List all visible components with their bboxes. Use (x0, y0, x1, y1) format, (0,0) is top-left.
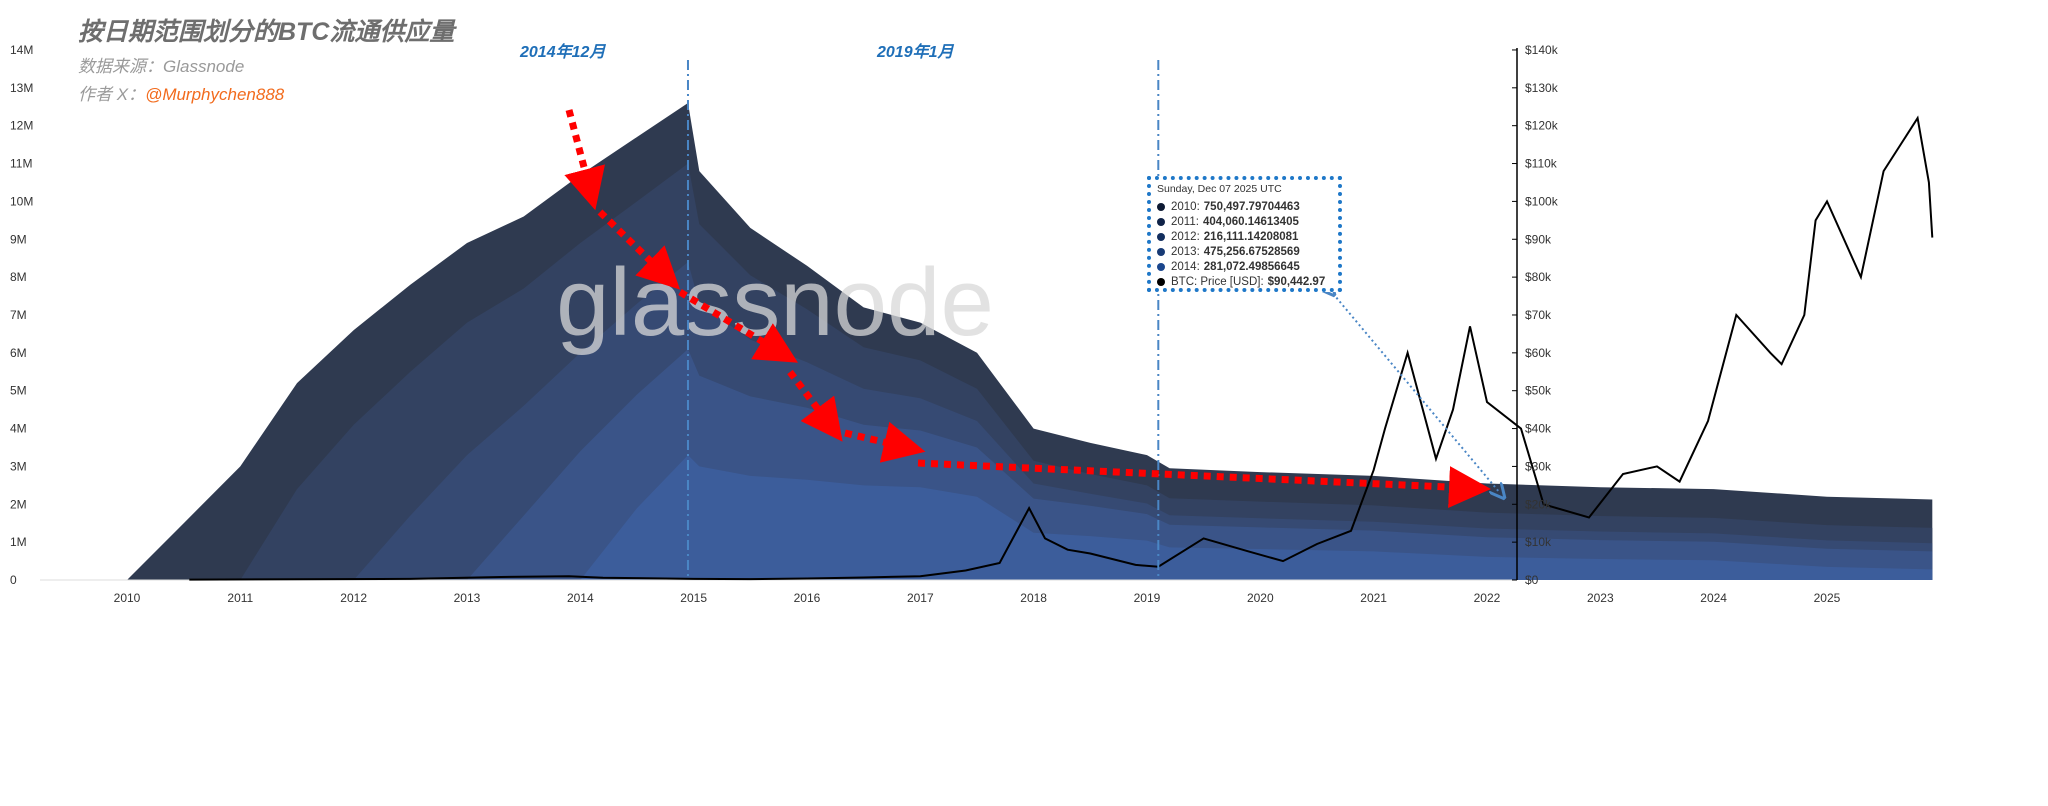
watermark: glassnode (556, 249, 994, 356)
y-right-tick-label: $90k (1525, 232, 1552, 246)
x-tick-label: 2015 (680, 591, 707, 605)
tooltip-label: 2011: (1171, 215, 1199, 228)
area-series-2014 (127, 455, 1933, 580)
x-tick-label: 2019 (1134, 591, 1161, 605)
y-right-tick-label: $110k (1525, 157, 1558, 171)
x-tick-label: 2020 (1247, 591, 1274, 605)
x-tick-label: 2012 (340, 591, 367, 605)
tooltip-row: 2013: 475,256.67528569 (1157, 244, 1332, 259)
series-dot-icon (1157, 262, 1165, 271)
event-label-2014-12: 2014年12月 (520, 44, 606, 61)
y-left-tick-label: 12M (10, 119, 33, 133)
tooltip-value: 475,256.67528569 (1203, 245, 1300, 258)
x-tick-label: 2017 (907, 591, 934, 605)
y-right-tick-label: $130k (1525, 81, 1559, 95)
y-left-tick-label: 6M (10, 346, 27, 360)
y-left-tick-label: 11M (10, 157, 32, 171)
y-left-tick-label: 0 (10, 573, 17, 587)
series-dot-icon (1157, 247, 1165, 256)
tooltip-value: 404,060.14613405 (1202, 215, 1299, 228)
trend-arrow (844, 421, 926, 463)
y-right-tick-label: $30k (1525, 459, 1552, 473)
author-line: 作者 X：@Murphychen888 (78, 80, 284, 105)
y-left-tick-label: 9M (10, 232, 27, 246)
x-tick-label: 2014 (567, 591, 594, 605)
chart-svg: glassnode 2010 2011 2012 2013 2014 2015 2016 201… (10, 43, 1934, 605)
x-tick-label: 2023 (1587, 591, 1614, 605)
tooltip-value: $90,442.97 (1267, 275, 1326, 288)
x-tick-label: 2011 (227, 591, 253, 605)
x-tick-label: 2022 (1474, 591, 1501, 605)
tooltip-row: 2012: 216,111.14208081 (1157, 229, 1332, 244)
tooltip-row: BTC: Price [USD]: $90,442.97 (1157, 274, 1332, 289)
tooltip-date: Sunday, Dec 07 2025 UTC (1157, 183, 1282, 195)
tooltip-connector (1330, 290, 1500, 493)
y-left-tick-label: 14M (10, 43, 33, 57)
chart-container: glassnode 2010 2011 2012 2013 2014 2015 2016 201… (10, 18, 1934, 605)
tooltip-label: 2010: (1171, 200, 1200, 213)
y-right-tick-label: $0 (1525, 573, 1539, 587)
y-right-tick-label: $80k (1525, 270, 1552, 284)
y-left-tick-label: 2M (10, 497, 27, 511)
y-right-tick-label: $70k (1525, 308, 1552, 322)
tooltip-row: 2014: 281,072.49856645 (1157, 259, 1332, 274)
author-prefix: 作者 X： (78, 85, 146, 104)
area-series-2013 (127, 349, 1933, 580)
y-left-tick-label: 7M (10, 308, 27, 322)
tooltip-label: BTC: Price [USD]: (1171, 275, 1264, 288)
x-tick-label: 2021 (1360, 591, 1387, 605)
y-left-tick-label: 3M (10, 459, 27, 473)
tooltip: Sunday, Dec 07 2025 UTC 2010: 750,497.797… (1147, 176, 1342, 292)
y-right-tick-label: $60k (1525, 346, 1552, 360)
series-dot-icon (1157, 232, 1165, 241)
x-tick-label: 2013 (454, 591, 481, 605)
chart-title: 按日期范围划分的BTC流通供应量 (78, 18, 455, 46)
author-handle[interactable]: @Murphychen888 (145, 85, 285, 104)
tooltip-value: 216,111.14208081 (1203, 230, 1299, 243)
y-right-tick-label: $50k (1525, 384, 1552, 398)
tooltip-value: 281,072.49856645 (1203, 260, 1300, 273)
tooltip-value: 750,497.79704463 (1203, 200, 1300, 213)
y-right-tick-label: $40k (1525, 422, 1552, 436)
x-tick-label: 2018 (1020, 591, 1047, 605)
y-right-tick-label: $120k (1525, 119, 1559, 133)
y-right-tick-label: $10k (1525, 535, 1552, 549)
event-label-2019-01: 2019年1月 (877, 44, 954, 61)
y-right-tick-label: $20k (1525, 497, 1552, 511)
y-left-tick-label: 5M (10, 384, 27, 398)
x-tick-label: 2024 (1700, 591, 1727, 605)
x-tick-label: 2025 (1814, 591, 1841, 605)
series-dot-icon (1157, 217, 1165, 226)
tooltip-row: 2011: 404,060.14613405 (1157, 214, 1332, 229)
tooltip-label: 2014: (1171, 260, 1200, 273)
trend-arrow (678, 288, 799, 363)
y-left-tick-label: 1M (10, 535, 27, 549)
tooltip-label: 2012: (1171, 230, 1200, 243)
y-right-tick-label: $140k (1525, 43, 1559, 57)
y-left-tick-label: 4M (10, 422, 27, 436)
trend-arrow (787, 369, 843, 442)
series-dot-icon (1157, 202, 1165, 211)
trend-arrow (564, 109, 605, 211)
y-left-tick-label: 13M (10, 81, 33, 95)
trend-arrow (597, 209, 681, 290)
tooltip-row: 2010: 750,497.79704463 (1157, 199, 1332, 214)
data-source: 数据来源：Glassnode (78, 57, 245, 76)
tooltip-label: 2013: (1171, 245, 1200, 258)
series-dot-icon (1157, 277, 1165, 286)
y-left-tick-label: 10M (10, 194, 33, 208)
x-tick-label: 2016 (794, 591, 821, 605)
y-left-tick-label: 8M (10, 270, 27, 284)
x-tick-label: 2010 (114, 591, 141, 605)
y-right-tick-label: $100k (1525, 194, 1559, 208)
